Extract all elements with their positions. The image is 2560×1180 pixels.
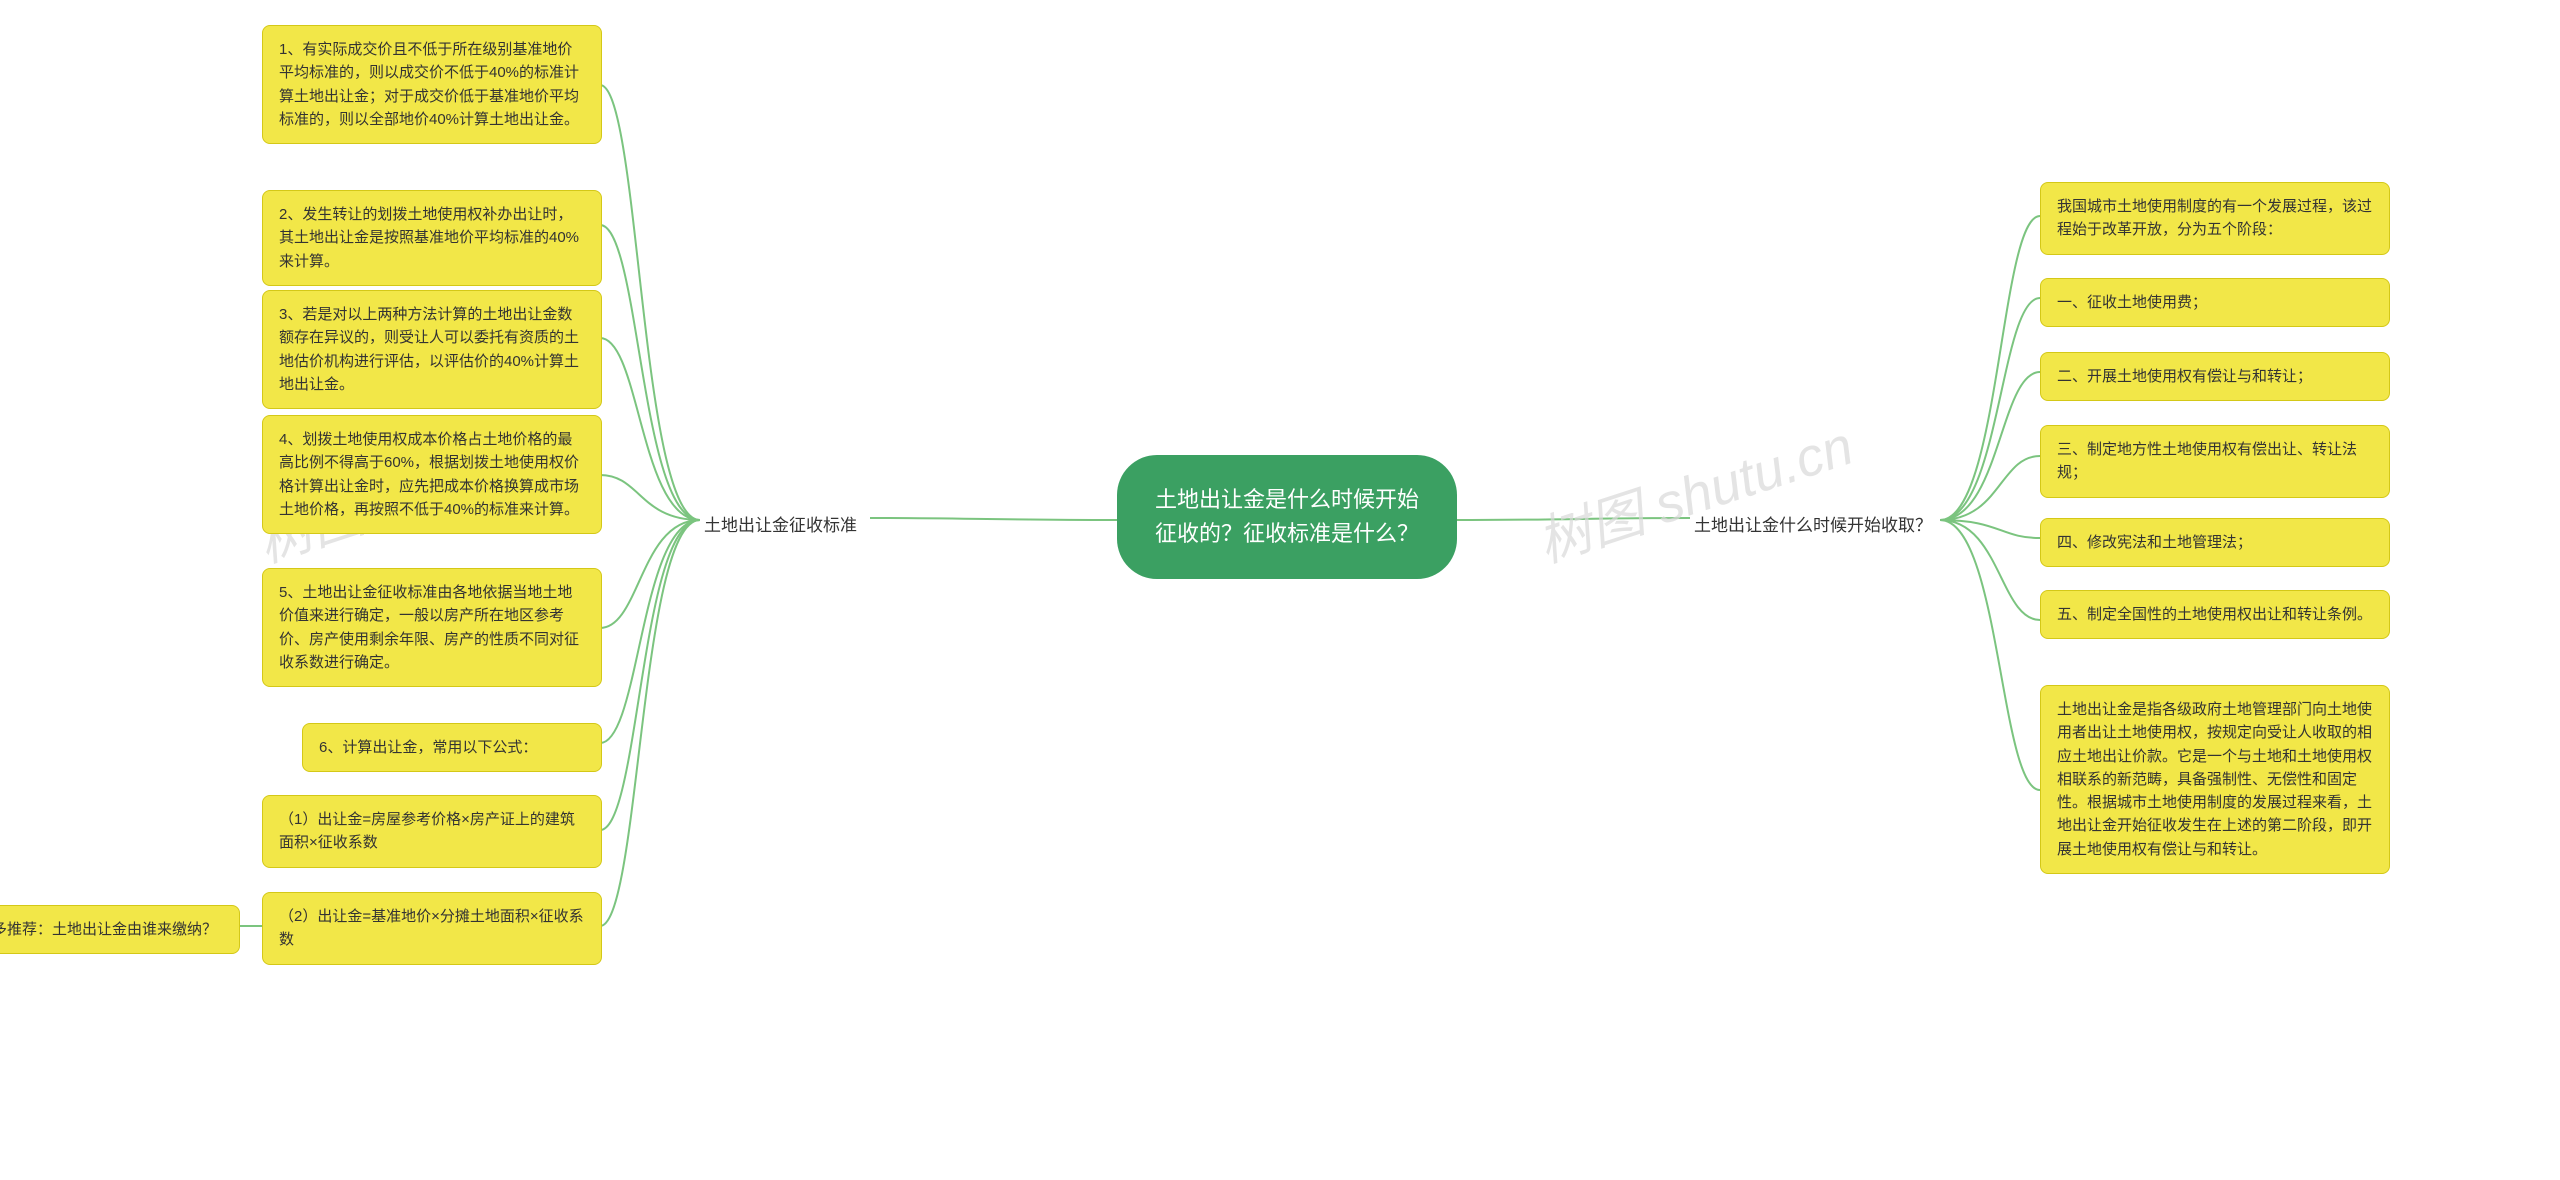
right-leaf-6[interactable]: 五、制定全国性的土地使用权出让和转让条例。 bbox=[2040, 590, 2390, 639]
right-leaf-4[interactable]: 三、制定地方性土地使用权有偿出让、转让法规； bbox=[2040, 425, 2390, 498]
left-leaf-5[interactable]: 5、土地出让金征收标准由各地依据当地土地价值来进行确定，一般以房产所在地区参考价… bbox=[262, 568, 602, 687]
left-leaf-3[interactable]: 3、若是对以上两种方法计算的土地出让金数额存在异议的，则受让人可以委托有资质的土… bbox=[262, 290, 602, 409]
root-node[interactable]: 土地出让金是什么时候开始征收的？征收标准是什么？ bbox=[1117, 455, 1457, 579]
right-leaf-2[interactable]: 一、征收土地使用费； bbox=[2040, 278, 2390, 327]
right-leaf-7[interactable]: 土地出让金是指各级政府土地管理部门向土地使用者出让土地使用权，按规定向受让人收取… bbox=[2040, 685, 2390, 874]
right-leaf-3[interactable]: 二、开展土地使用权有偿让与和转让； bbox=[2040, 352, 2390, 401]
left-leaf-8[interactable]: （2）出让金=基准地价×分摊土地面积×征收系数 bbox=[262, 892, 602, 965]
left-leaf-2[interactable]: 2、发生转让的划拨土地使用权补办出让时，其土地出让金是按照基准地价平均标准的40… bbox=[262, 190, 602, 286]
right-leaf-1[interactable]: 我国城市土地使用制度的有一个发展过程，该过程始于改革开放，分为五个阶段： bbox=[2040, 182, 2390, 255]
left-leaf-6[interactable]: 6、计算出让金，常用以下公式： bbox=[302, 723, 602, 772]
watermark: 树图 shutu.cn bbox=[1526, 401, 1862, 577]
left-leaf-7[interactable]: （1）出让金=房屋参考价格×房产证上的建筑面积×征收系数 bbox=[262, 795, 602, 868]
right-branch-label[interactable]: 土地出让金什么时候开始收取？ bbox=[1690, 505, 1936, 547]
left-leaf-1[interactable]: 1、有实际成交价且不低于所在级别基准地价平均标准的，则以成交价不低于40%的标准… bbox=[262, 25, 602, 144]
left-leaf-4[interactable]: 4、划拨土地使用权成本价格占土地价格的最高比例不得高于60%，根据划拨土地使用权… bbox=[262, 415, 602, 534]
right-leaf-5[interactable]: 四、修改宪法和土地管理法； bbox=[2040, 518, 2390, 567]
left-sub-leaf[interactable]: 更多推荐：土地出让金由谁来缴纳？ bbox=[0, 905, 240, 954]
left-branch-label[interactable]: 土地出让金征收标准 bbox=[700, 505, 861, 547]
